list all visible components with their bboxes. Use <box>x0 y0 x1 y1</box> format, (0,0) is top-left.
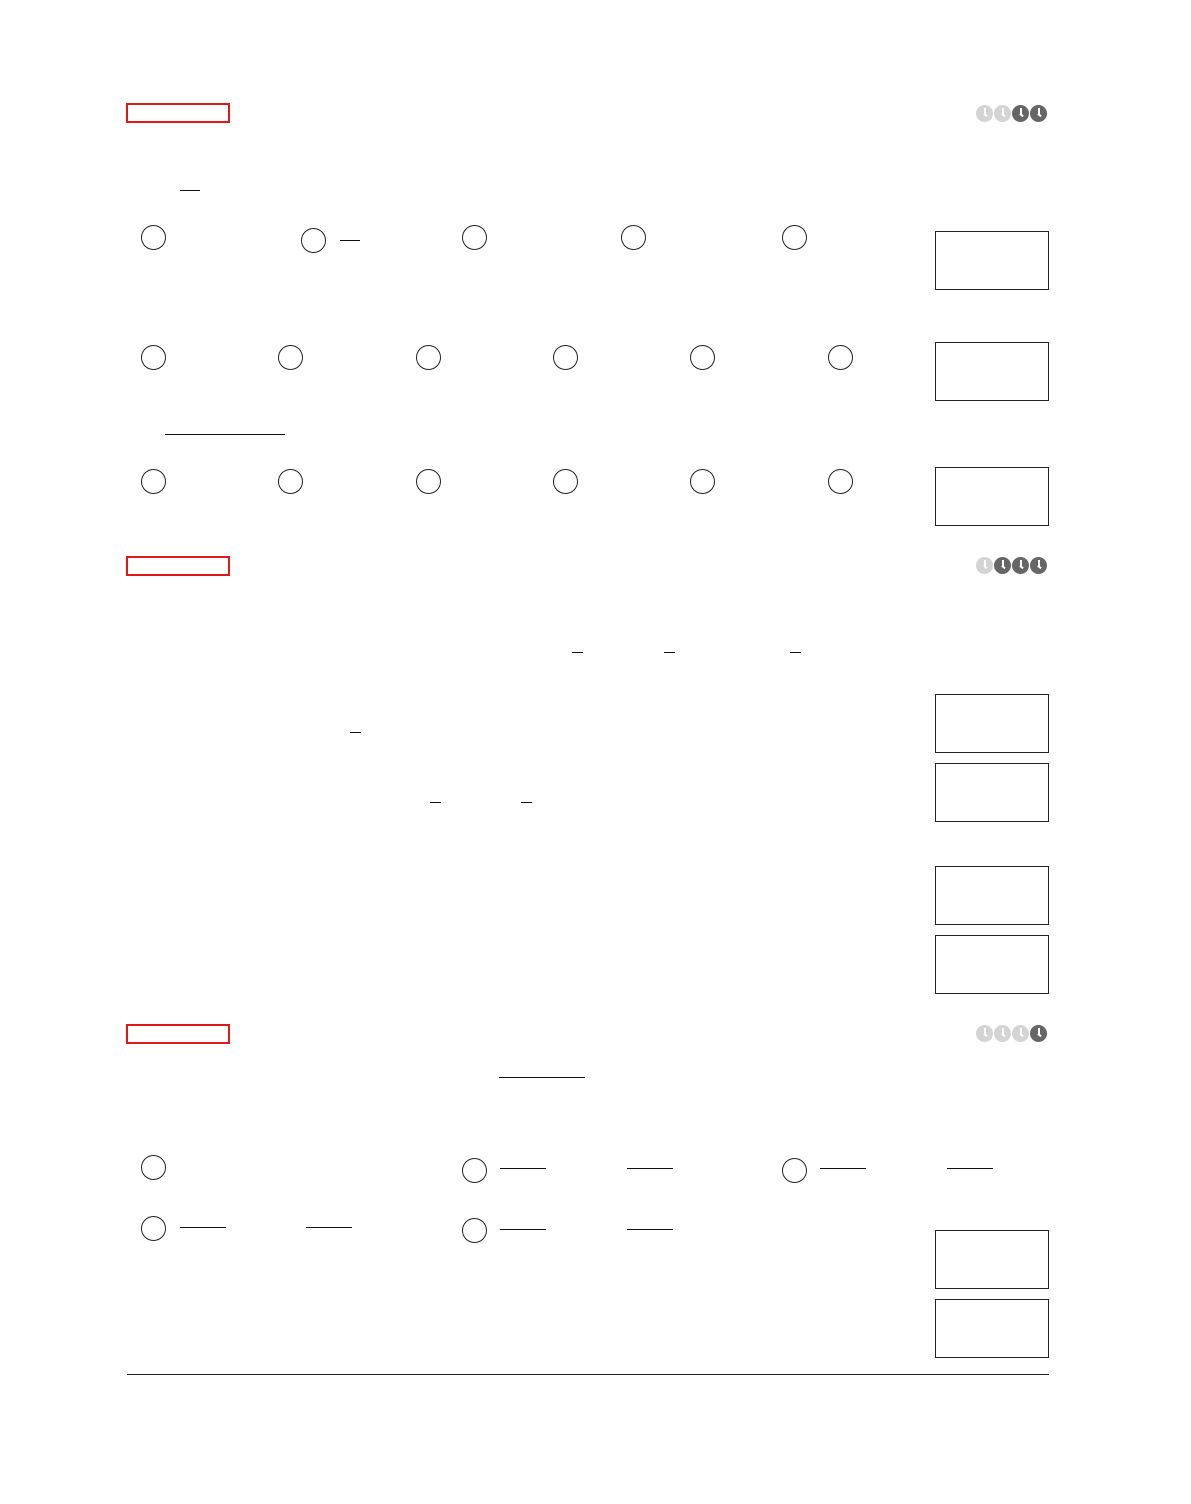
footer-divider <box>127 1374 1049 1375</box>
option-circle[interactable] <box>141 1216 166 1241</box>
option-circle[interactable] <box>462 225 487 250</box>
fraction-bar <box>947 1168 993 1169</box>
fraction-bar <box>165 434 285 435</box>
clock-icon <box>1030 1025 1047 1042</box>
answer-box[interactable] <box>935 866 1049 925</box>
section-2-difficulty <box>976 557 1050 575</box>
fraction-bar <box>500 1168 546 1169</box>
fraction-bar <box>340 240 360 241</box>
option-circle[interactable] <box>828 469 853 494</box>
answer-box[interactable] <box>935 231 1049 290</box>
section-2-tag <box>126 556 230 576</box>
fraction-bar <box>627 1168 673 1169</box>
answer-box[interactable] <box>935 1230 1049 1289</box>
option-circle[interactable] <box>141 225 166 250</box>
clock-icon <box>976 557 993 574</box>
answer-box[interactable] <box>935 1299 1049 1358</box>
fraction-bar <box>499 1077 585 1078</box>
answer-box[interactable] <box>935 763 1049 822</box>
answer-box[interactable] <box>935 342 1049 401</box>
option-circle[interactable] <box>828 345 853 370</box>
fraction-bar <box>627 1229 673 1230</box>
clock-icon <box>1012 105 1029 122</box>
fraction-bar <box>430 802 441 803</box>
option-circle[interactable] <box>621 225 646 250</box>
clock-icon <box>976 1025 993 1042</box>
answer-box[interactable] <box>935 935 1049 994</box>
option-circle[interactable] <box>782 225 807 250</box>
option-circle[interactable] <box>690 469 715 494</box>
section-1-difficulty <box>976 105 1050 123</box>
clock-icon <box>994 105 1011 122</box>
fraction-bar <box>521 802 532 803</box>
fraction-bar <box>790 652 801 653</box>
clock-icon <box>1012 1025 1029 1042</box>
fraction-bar <box>500 1229 546 1230</box>
option-circle[interactable] <box>141 469 166 494</box>
option-circle[interactable] <box>416 469 441 494</box>
option-circle[interactable] <box>782 1158 807 1183</box>
fraction-bar <box>820 1168 866 1169</box>
fraction-bar <box>180 190 200 191</box>
section-1-tag <box>126 103 230 123</box>
option-circle[interactable] <box>278 469 303 494</box>
option-circle[interactable] <box>553 345 578 370</box>
fraction-bar <box>350 732 361 733</box>
fraction-bar <box>572 652 583 653</box>
option-circle[interactable] <box>278 345 303 370</box>
option-circle[interactable] <box>553 469 578 494</box>
option-circle[interactable] <box>301 228 326 253</box>
option-circle[interactable] <box>141 1155 166 1180</box>
answer-box[interactable] <box>935 467 1049 526</box>
clock-icon <box>1030 105 1047 122</box>
fraction-bar <box>664 652 675 653</box>
section-3-difficulty <box>976 1025 1050 1043</box>
option-circle[interactable] <box>416 345 441 370</box>
clock-icon <box>976 105 993 122</box>
clock-icon <box>1012 557 1029 574</box>
clock-icon <box>1030 557 1047 574</box>
section-3-tag <box>126 1024 230 1044</box>
option-circle[interactable] <box>462 1218 487 1243</box>
answer-box[interactable] <box>935 694 1049 753</box>
option-circle[interactable] <box>690 345 715 370</box>
option-circle[interactable] <box>141 345 166 370</box>
fraction-bar <box>306 1227 352 1228</box>
clock-icon <box>994 557 1011 574</box>
fraction-bar <box>180 1227 226 1228</box>
clock-icon <box>994 1025 1011 1042</box>
option-circle[interactable] <box>462 1158 487 1183</box>
